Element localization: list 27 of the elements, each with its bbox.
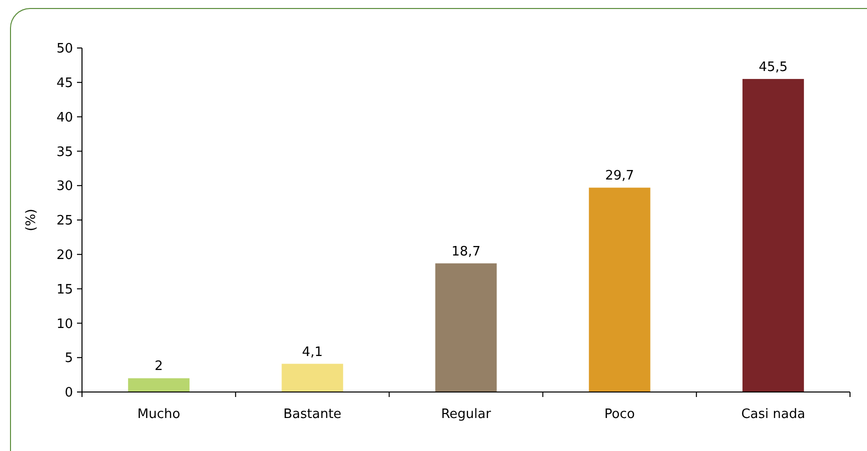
y-tick-label: 10: [56, 316, 73, 332]
x-tick-label: Mucho: [137, 407, 180, 422]
bar: [742, 78, 804, 392]
y-tick-label: 5: [64, 351, 73, 366]
data-label: 2: [154, 359, 163, 374]
data-label: 4,1: [302, 344, 323, 360]
x-tick-label: Poco: [604, 407, 635, 422]
y-tick-label: 40: [56, 110, 73, 126]
data-label: 29,7: [605, 168, 634, 184]
y-tick-label: 30: [56, 179, 73, 194]
data-label: 45,5: [758, 60, 788, 75]
x-tick-label: Regular: [441, 407, 492, 422]
bar: [435, 263, 497, 392]
data-label: 18,7: [452, 244, 480, 260]
y-tick-label: 0: [64, 386, 73, 401]
y-tick-label: 50: [56, 42, 73, 57]
x-tick-label: Bastante: [283, 407, 342, 422]
y-tick-label: 25: [56, 214, 73, 229]
x-tick-label: Casi nada: [741, 407, 806, 422]
y-tick-label: 45: [56, 76, 73, 91]
y-axis-title: (%): [24, 208, 39, 232]
y-tick-label: 35: [56, 144, 73, 160]
bar: [128, 378, 190, 392]
bar: [282, 364, 344, 392]
y-tick-label: 15: [56, 282, 73, 298]
bar: [588, 188, 650, 392]
y-tick-label: 20: [56, 248, 73, 263]
